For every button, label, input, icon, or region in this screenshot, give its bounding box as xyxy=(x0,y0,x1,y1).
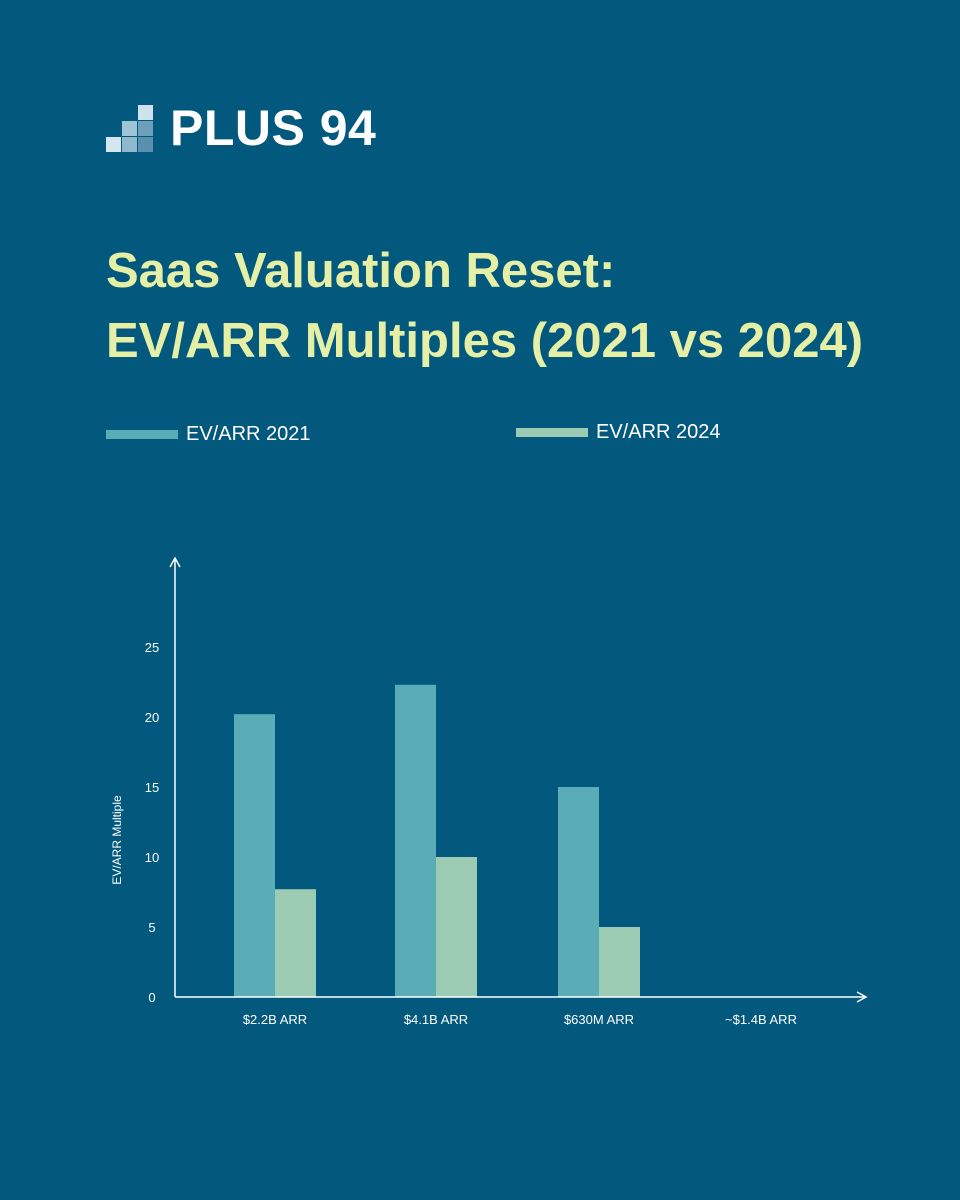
y-tick-label-25: 25 xyxy=(145,640,159,655)
legend-item-2021: EV/ARR 2021 xyxy=(106,422,311,446)
chart-title-line-2: EV/ARR Multiples (2021 vs 2024) xyxy=(106,314,864,368)
bar-2021-1 xyxy=(395,684,436,997)
x-axis-arrow-icon xyxy=(856,991,868,1003)
bar-2024-0 xyxy=(275,889,316,997)
bar-2024-1 xyxy=(436,857,477,997)
legend-item-2024: EV/ARR 2024 xyxy=(516,420,721,444)
y-tick-label-5: 5 xyxy=(148,920,155,935)
bar-2024-2 xyxy=(599,927,640,997)
legend-swatch-2021 xyxy=(106,429,178,439)
y-axis-label: EV/ARR Multiple xyxy=(110,795,124,885)
brand-name: PLUS 94 xyxy=(170,100,377,156)
legend-swatch-2024 xyxy=(516,427,588,437)
chart-title: Saas Valuation Reset: EV/ARR Multiples (… xyxy=(106,236,946,376)
x-tick-label-0: $2.2B ARR xyxy=(243,1012,307,1027)
y-tick-label-10: 10 xyxy=(145,850,159,865)
legend-label-2024: EV/ARR 2024 xyxy=(596,420,721,443)
bar-2021-2 xyxy=(558,787,599,997)
x-tick-label-2: $630M ARR xyxy=(564,1012,634,1027)
y-tick-label-15: 15 xyxy=(145,780,159,795)
brand-header: PLUS 94 xyxy=(106,100,376,156)
bar-chart: 0 5 10 15 20 25 $2.2B ARR $4.1B ARR $630M ARR ~$1… xyxy=(110,556,868,1027)
legend-label-2021: EV/ARR 2021 xyxy=(186,422,311,445)
x-tick-label-3: ~$1.4B ARR xyxy=(725,1012,797,1027)
x-tick-label-1: $4.1B ARR xyxy=(404,1012,468,1027)
y-tick-label-20: 20 xyxy=(145,710,159,725)
y-tick-label-0: 0 xyxy=(148,990,155,1005)
stepped-squares-logo-icon xyxy=(106,105,153,152)
y-axis-arrow-icon xyxy=(169,556,181,568)
bar-2021-0 xyxy=(234,714,275,997)
chart-title-line-1: Saas Valuation Reset: xyxy=(106,244,616,298)
